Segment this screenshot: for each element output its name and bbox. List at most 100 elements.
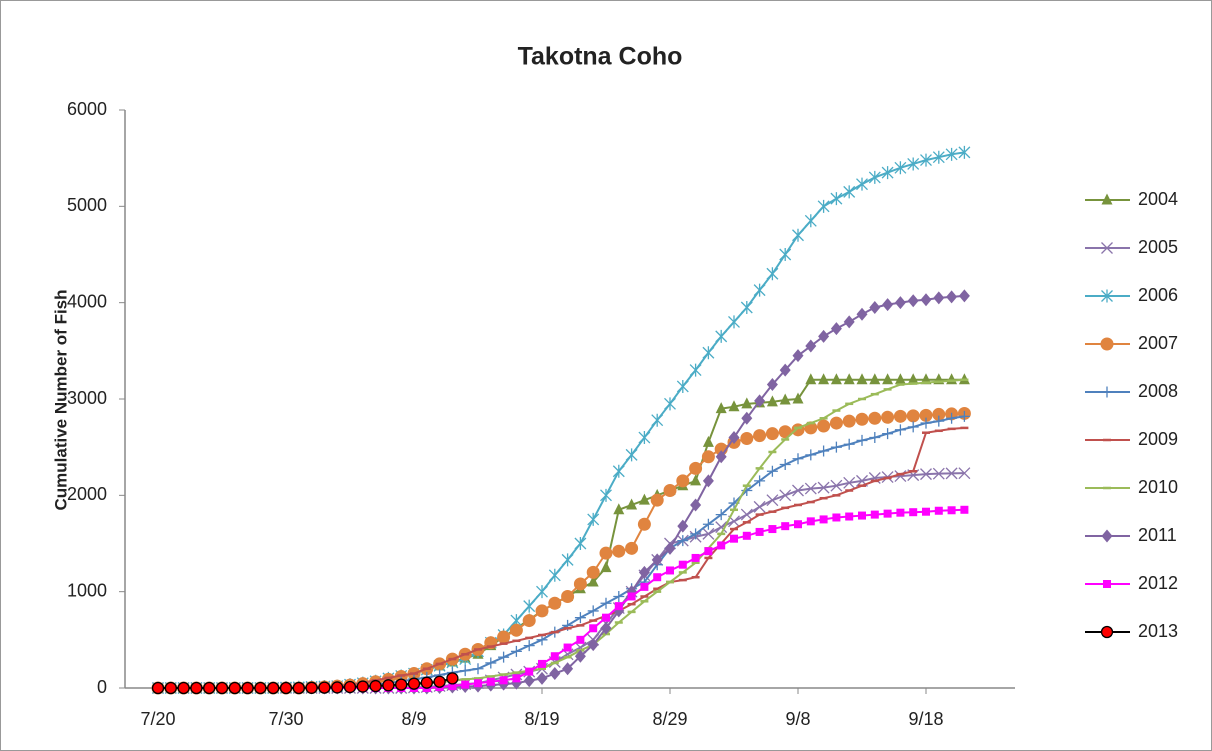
- data-point: [741, 411, 753, 425]
- data-point: [781, 522, 790, 531]
- data-point: [279, 681, 293, 695]
- data-point: [920, 293, 932, 307]
- data-point: [689, 461, 703, 475]
- data-point: [829, 416, 843, 430]
- data-point: [689, 363, 702, 377]
- data-point: [845, 512, 854, 521]
- data-point: [664, 541, 676, 555]
- data-point: [842, 414, 856, 428]
- data-point: [717, 541, 726, 550]
- data-point: [817, 419, 831, 433]
- data-point: [587, 638, 599, 652]
- data-point: [549, 667, 561, 681]
- data-point: [614, 602, 623, 611]
- data-point: [522, 614, 536, 628]
- data-point: [856, 177, 868, 191]
- data-point: [550, 652, 559, 661]
- data-point: [805, 449, 817, 461]
- data-point: [960, 505, 969, 514]
- data-point: [894, 296, 906, 310]
- data-point: [804, 214, 817, 228]
- legend-label: 2011: [1138, 525, 1177, 545]
- data-point: [702, 527, 715, 540]
- data-point: [525, 667, 534, 676]
- data-point: [728, 400, 740, 412]
- data-point: [637, 517, 651, 531]
- data-point: [548, 596, 562, 610]
- data-point: [702, 435, 714, 447]
- data-point: [382, 679, 395, 692]
- data-point: [498, 651, 510, 663]
- data-point: [600, 621, 612, 635]
- data-point: [932, 150, 945, 164]
- data-point: [433, 675, 446, 688]
- data-point: [486, 677, 495, 686]
- data-point: [448, 682, 457, 691]
- data-point: [907, 294, 919, 308]
- data-point: [638, 493, 650, 505]
- legend-marker: [1100, 337, 1114, 351]
- data-point: [691, 553, 700, 562]
- data-point: [894, 373, 906, 385]
- data-point: [766, 267, 779, 281]
- data-point: [497, 630, 511, 644]
- data-point: [869, 373, 881, 385]
- data-point: [843, 476, 856, 489]
- data-point: [190, 681, 203, 695]
- data-point: [574, 649, 586, 663]
- y-tick-label: 5000: [67, 195, 107, 215]
- data-point: [896, 508, 905, 517]
- data-point: [933, 415, 945, 427]
- data-point: [920, 153, 932, 167]
- data-point: [742, 531, 751, 540]
- data-point: [858, 511, 866, 520]
- data-point: [305, 681, 318, 694]
- data-point: [817, 481, 830, 494]
- data-point: [856, 434, 868, 446]
- data-point: [728, 431, 740, 445]
- data-point: [792, 228, 804, 242]
- data-point: [894, 161, 907, 175]
- data-point: [766, 378, 778, 392]
- data-point: [420, 676, 433, 689]
- data-point: [740, 431, 754, 445]
- data-point: [612, 464, 625, 478]
- data-point: [765, 427, 779, 441]
- legend-marker: [1101, 289, 1113, 303]
- data-point: [779, 459, 791, 471]
- data-point: [446, 672, 459, 685]
- data-point: [741, 397, 753, 409]
- chart-title: Takotna Coho: [518, 43, 683, 71]
- legend-marker: [1101, 386, 1113, 398]
- data-point: [740, 508, 753, 521]
- data-point: [792, 392, 804, 404]
- data-point: [869, 432, 881, 444]
- data-point: [523, 674, 535, 688]
- data-point: [779, 393, 791, 405]
- y-axis-label: Cumulative Number of Fish: [51, 289, 70, 510]
- data-point: [882, 298, 894, 312]
- data-point: [638, 565, 650, 579]
- y-tick-label: 0: [97, 677, 107, 697]
- data-point: [843, 438, 855, 450]
- data-point: [573, 577, 587, 591]
- x-tick-label: 8/9: [401, 709, 426, 729]
- data-point: [589, 624, 598, 633]
- data-point: [805, 373, 817, 385]
- data-point: [626, 498, 638, 510]
- data-point: [563, 643, 572, 652]
- data-point: [933, 291, 945, 305]
- data-point: [576, 635, 585, 644]
- data-point: [754, 475, 766, 487]
- data-point: [151, 681, 165, 695]
- data-point: [472, 663, 484, 675]
- legend-label: 2006: [1138, 285, 1178, 305]
- data-point: [919, 408, 933, 422]
- data-point: [715, 402, 727, 414]
- data-point: [523, 599, 536, 613]
- data-point: [882, 373, 894, 385]
- data-point: [562, 662, 574, 676]
- data-point: [702, 346, 715, 360]
- data-point: [870, 510, 879, 519]
